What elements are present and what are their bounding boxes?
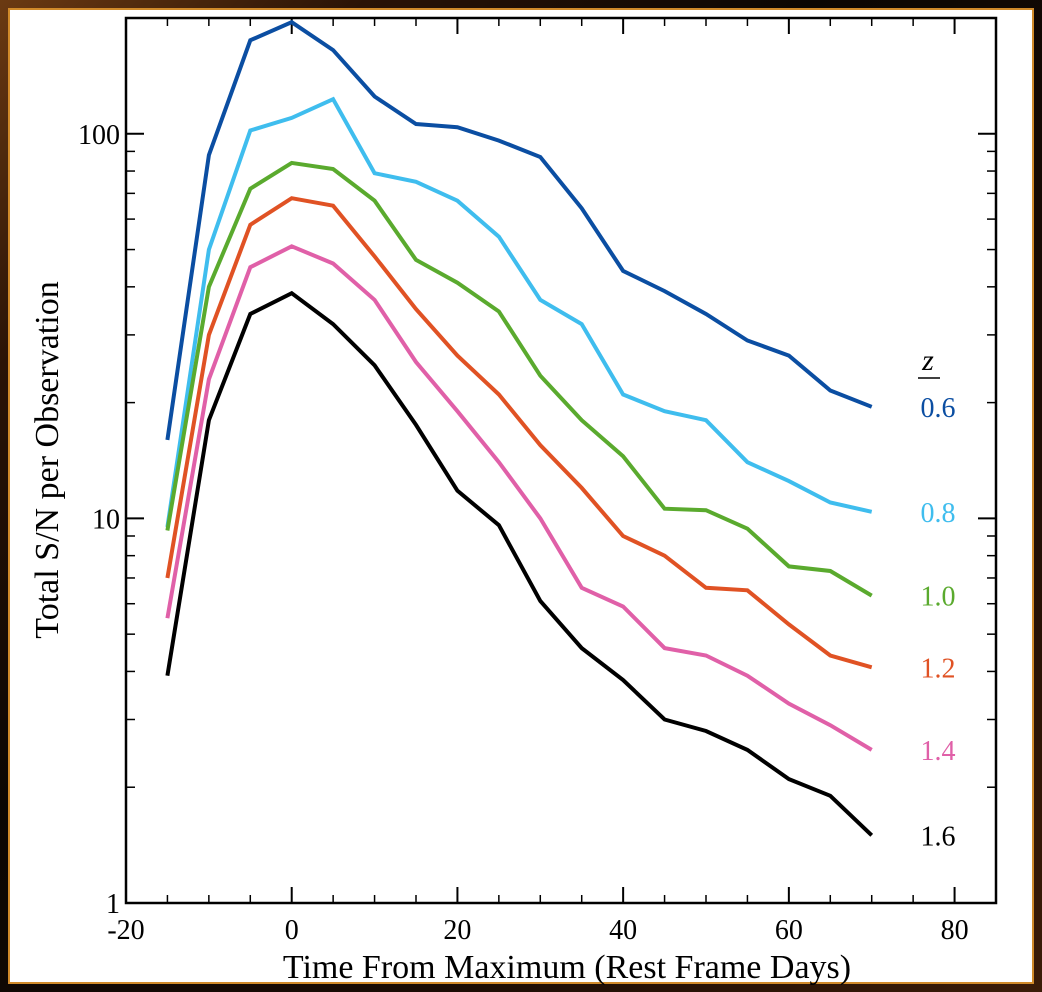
legend-label-z-0-6: 0.6 (921, 393, 956, 424)
series-lines (165, 19, 874, 837)
series-line-z-1-4 (165, 244, 873, 752)
y-tick-label: 100 (78, 120, 120, 151)
series-line-z-0-8 (165, 96, 873, 528)
legend-label-z-0-8: 0.8 (921, 498, 956, 529)
legend-label-z-1-2: 1.2 (921, 653, 956, 684)
axis-ticks (125, 17, 997, 904)
legend-label-z-1-4: 1.4 (921, 736, 956, 767)
series-line-z-1-0 (165, 160, 873, 598)
y-axis-title: Total S/N per Observation (29, 281, 66, 638)
series-line-z-1-2 (165, 196, 873, 670)
x-tick-label: 20 (443, 915, 471, 946)
x-tick-label: 0 (285, 915, 299, 946)
x-tick-label: -20 (107, 915, 144, 946)
x-tick-label: 40 (609, 915, 637, 946)
y-tick-label: 1 (106, 889, 120, 920)
tick-labels: -20 0 20 40 60 80 1 10 100 (78, 120, 969, 946)
x-axis-title: Time From Maximum (Rest Frame Days) (283, 949, 851, 986)
legend-title: z (921, 344, 934, 377)
series-line-z-0-6 (165, 19, 873, 441)
x-tick-label: 60 (775, 915, 803, 946)
plot-area-border (124, 16, 998, 905)
chart-panel (8, 8, 1034, 984)
y-tick-label: 10 (92, 504, 120, 535)
legend-label-z-1-0: 1.0 (921, 582, 956, 613)
legend-label-z-1-6: 1.6 (921, 821, 956, 852)
legend: z 0.6 0.8 1.0 1.2 1.4 1.6 (918, 344, 956, 852)
x-tick-label: 80 (941, 915, 969, 946)
series-line-z-1-6 (165, 290, 874, 837)
